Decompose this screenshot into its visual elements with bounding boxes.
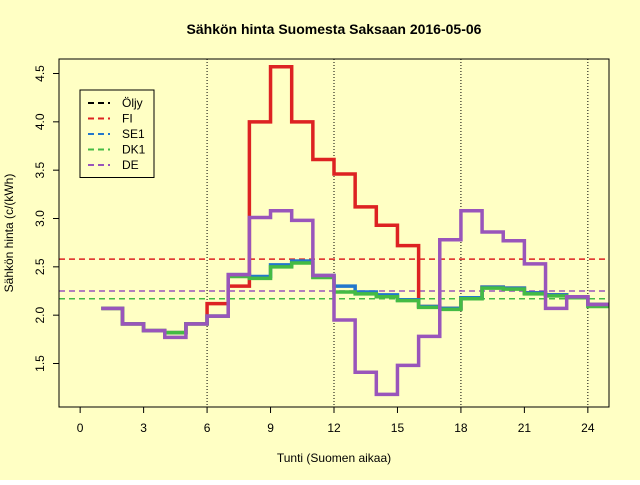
- y-tick-label: 1.5: [33, 355, 47, 372]
- series-line-de: [101, 209, 609, 397]
- x-axis-label: Tunti (Suomen aikaa): [277, 451, 391, 465]
- series-group: [101, 64, 609, 397]
- x-axis: 0 3 6 9 12 15 18 21 24: [77, 407, 595, 435]
- legend-label-fi: FI: [122, 112, 133, 126]
- x-tick-label: 18: [454, 421, 468, 435]
- y-tick-label: 2.5: [33, 258, 47, 275]
- x-tick-label: 15: [391, 421, 405, 435]
- legend-label-öljy: Öljy: [122, 96, 143, 110]
- x-tick-label: 21: [518, 421, 532, 435]
- y-tick-label: 4.5: [33, 65, 47, 82]
- legend-label-se1: SE1: [122, 127, 145, 141]
- y-tick-label: 4.0: [33, 113, 47, 130]
- x-tick-label: 6: [204, 421, 211, 435]
- y-tick-label: 3.5: [33, 162, 47, 179]
- x-tick-label: 24: [581, 421, 595, 435]
- y-axis: 1.5 2.0 2.5 3.0 3.5 4.0 4.5: [33, 65, 59, 372]
- y-tick-label: 3.0: [33, 210, 47, 227]
- chart-title: Sähkön hinta Suomesta Saksaan 2016-05-06: [187, 21, 482, 37]
- legend-box: [79, 89, 155, 178]
- x-tick-label: 3: [140, 421, 147, 435]
- x-tick-label: 0: [77, 421, 84, 435]
- x-tick-label: 9: [267, 421, 274, 435]
- y-axis-label: Sähkön hinta (c/(kWh): [2, 174, 16, 293]
- plot-frame: [58, 58, 610, 408]
- x-tick-label: 12: [327, 421, 341, 435]
- legend-label-de: DE: [122, 158, 139, 172]
- y-tick-label: 2.0: [33, 307, 47, 324]
- legend-label-dk1: DK1: [122, 143, 146, 157]
